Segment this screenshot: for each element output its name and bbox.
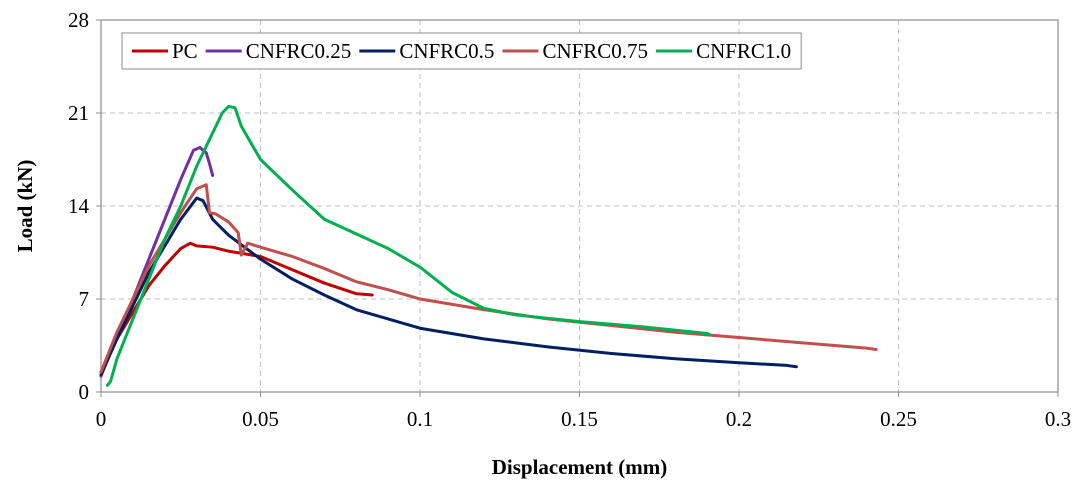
- x-tick-label-4: 0.2: [726, 407, 752, 431]
- series-line-4: [105, 104, 712, 387]
- y-tick-label-1: 7: [79, 287, 90, 311]
- x-axis-title: Displacement (mm): [492, 455, 668, 479]
- x-tick-label-1: 0.05: [242, 407, 279, 431]
- y-tick-label-2: 14: [68, 194, 90, 218]
- x-tick-label-0: 0: [96, 407, 107, 431]
- y-tick-label-4: 28: [68, 8, 89, 32]
- legend-label-4: CNFRC1.0: [696, 39, 791, 63]
- legend: PC CNFRC0.25 CNFRC0.5 CNFRC0.75 CNFRC1.0: [121, 32, 802, 70]
- legend-label-2: CNFRC0.5: [399, 39, 494, 63]
- y-tick-label-0: 0: [79, 380, 90, 404]
- y-tick-label-3: 21: [68, 101, 89, 125]
- y-axis-title: Load (kN): [13, 160, 37, 253]
- legend-label-3: CNFRC0.75: [542, 39, 648, 63]
- x-tick-label-3: 0.15: [561, 407, 598, 431]
- legend-label-1: CNFRC0.25: [246, 39, 352, 63]
- x-tick-label-2: 0.1: [407, 407, 433, 431]
- x-tick-label-5: 0.25: [880, 407, 917, 431]
- x-tick-label-6: 0.3: [1045, 407, 1071, 431]
- gridlines: [101, 20, 1058, 392]
- legend-label-0: PC: [172, 39, 198, 63]
- data-series: [99, 104, 878, 387]
- tick-labels: 0 0.05 0.1 0.15 0.2 0.25 0.3 0 7 14 21 28: [68, 8, 1071, 431]
